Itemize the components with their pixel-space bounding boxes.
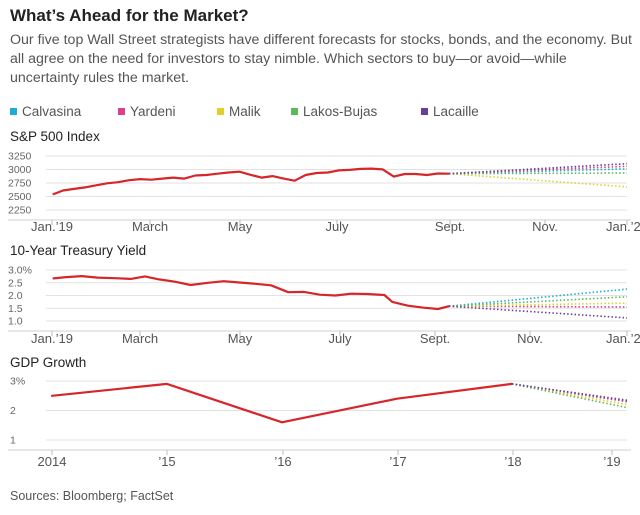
chart-title-gdp: GDP Growth (10, 355, 86, 370)
x-tick-label-treasury: July (328, 331, 352, 346)
page-subtitle: Our five top Wall Street strategists hav… (10, 32, 632, 86)
x-tick-label-sp500: March (132, 219, 168, 234)
y-tick-label-sp500: 3250 (8, 151, 32, 163)
legend-label-lakos-bujas: Lakos-Bujas (303, 104, 378, 119)
actual-line-treasury (52, 275, 451, 311)
y-tick-label-gdp: 3% (10, 376, 25, 388)
legend-swatch-lacaille (421, 108, 428, 115)
x-tick-label-sp500: Sept. (435, 219, 465, 234)
legend-swatch-calvasina (10, 108, 17, 115)
legend-label-lacaille: Lacaille (433, 104, 479, 119)
forecast-legend: Calvasina Yardeni Malik Lakos-Bujas Laca… (10, 104, 635, 122)
x-tick-label-gdp: ’16 (274, 454, 291, 469)
x-tick-label-sp500: July (325, 219, 349, 234)
actual-line-gdp (50, 382, 514, 424)
y-tick-label-gdp: 2 (10, 405, 16, 417)
legend-swatch-yardeni (118, 108, 125, 115)
forecast-line-malik-sp500 (448, 172, 628, 188)
forecast-line-lakos-bujas-gdp (511, 383, 628, 409)
chart-title-treasury: 10-Year Treasury Yield (10, 243, 146, 258)
legend-item-lakos-bujas: Lakos-Bujas (291, 104, 377, 119)
forecast-line-lakos-bujas-treasury (448, 296, 628, 307)
forecast-line-lacaille-treasury (448, 305, 628, 319)
x-tick-label-treasury: March (122, 331, 158, 346)
y-tick-label-sp500: 2750 (8, 178, 32, 190)
legend-item-calvasina: Calvasina (10, 104, 81, 119)
actual-line-sp500 (52, 167, 451, 196)
legend-item-lacaille: Lacaille (421, 104, 479, 119)
forecast-line-yardeni-gdp (511, 383, 628, 403)
y-tick-label-treasury: 1.5 (8, 303, 23, 315)
y-tick-label-treasury: 1.0 (8, 316, 23, 328)
forecast-line-lacaille-gdp (511, 383, 628, 401)
legend-label-malik: Malik (229, 104, 261, 119)
x-tick-label-treasury: Nov. (517, 331, 543, 346)
x-tick-label-sp500: Jan.’20 (606, 219, 640, 234)
x-tick-label-sp500: Jan.’19 (31, 219, 73, 234)
y-tick-label-treasury: 2.5 (8, 277, 23, 289)
x-tick-label-gdp: ’17 (389, 454, 406, 469)
y-tick-label-gdp: 1 (10, 435, 16, 447)
y-tick-label-treasury: 3.0% (8, 265, 32, 277)
x-tick-label-gdp: ’15 (158, 454, 175, 469)
legend-label-yardeni: Yardeni (130, 104, 176, 119)
page-title: What’s Ahead for the Market? (10, 6, 249, 25)
y-tick-label-sp500: 3000 (8, 164, 32, 176)
legend-swatch-malik (217, 108, 224, 115)
x-tick-label-treasury: Jan.’19 (31, 331, 73, 346)
x-tick-label-sp500: Nov. (532, 219, 558, 234)
forecast-line-calvasina-treasury (448, 288, 628, 307)
forecast-line-malik-treasury (448, 302, 628, 307)
forecast-line-lakos-bujas-sp500 (448, 172, 628, 175)
y-tick-label-sp500: 2250 (8, 205, 32, 217)
legend-item-yardeni: Yardeni (118, 104, 176, 119)
legend-label-calvasina: Calvasina (22, 104, 82, 119)
forecast-line-malik-gdp (511, 383, 628, 406)
y-tick-label-sp500: 2500 (8, 191, 32, 203)
x-tick-label-treasury: Sept. (420, 331, 450, 346)
x-tick-label-treasury: May (228, 331, 253, 346)
forecast-line-calvasina-gdp (511, 383, 628, 403)
chart-title-sp500: S&P 500 Index (10, 129, 100, 144)
x-tick-label-gdp: ’19 (603, 454, 620, 469)
y-tick-label-treasury: 2.0 (8, 290, 23, 302)
x-tick-label-gdp: ’18 (504, 454, 521, 469)
x-tick-label-sp500: May (228, 219, 253, 234)
x-tick-label-gdp: 2014 (38, 454, 67, 469)
x-tick-label-treasury: Jan.’20 (606, 331, 640, 346)
forecast-line-lacaille-sp500 (448, 162, 628, 175)
legend-item-malik: Malik (217, 104, 261, 119)
source-note: Sources: Bloomberg; FactSet (10, 489, 174, 503)
legend-swatch-lakos-bujas (291, 108, 298, 115)
